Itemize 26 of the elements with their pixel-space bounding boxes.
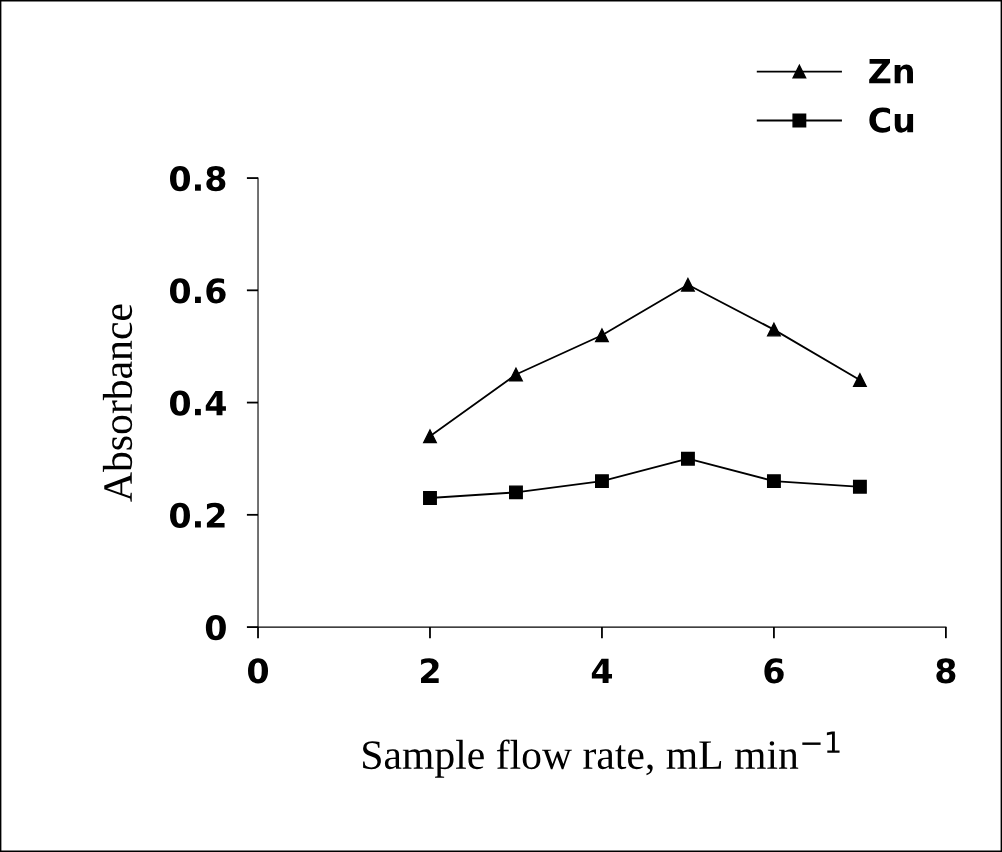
legend-label: Zn xyxy=(869,58,913,84)
x-tick-label: 4 xyxy=(591,658,613,683)
y-axis-title: Absorbance xyxy=(102,304,133,502)
x-tick-label: 2 xyxy=(421,658,439,683)
point xyxy=(766,474,781,489)
point xyxy=(423,491,437,505)
x-tick-label: 0 xyxy=(248,658,269,684)
y-tick-label: 0.2 xyxy=(170,502,225,528)
point xyxy=(423,429,437,444)
point xyxy=(509,485,523,500)
x-axis-title: Sample flow rate, mL min$^{−1}$ xyxy=(363,731,840,778)
point xyxy=(595,328,609,343)
point xyxy=(595,474,609,489)
point xyxy=(680,451,695,466)
point xyxy=(680,277,695,292)
y-tick-label: 0.4 xyxy=(170,390,226,416)
point xyxy=(852,373,867,388)
point xyxy=(509,367,523,382)
y-tick-label: 0 xyxy=(205,615,226,641)
point xyxy=(766,322,781,337)
point xyxy=(852,479,867,494)
y-tick-label: 0.8 xyxy=(170,165,226,192)
x-tick-label: 8 xyxy=(936,658,956,684)
x-tick-label: 6 xyxy=(764,658,784,684)
legend-label: Cu xyxy=(869,107,914,133)
y-tick-label: 0.6 xyxy=(170,278,226,304)
